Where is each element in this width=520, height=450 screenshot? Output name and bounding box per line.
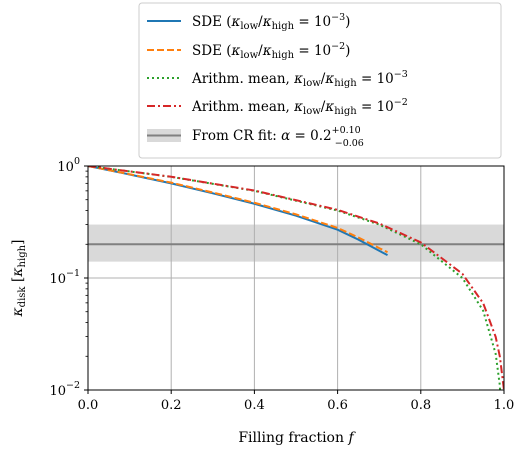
y-tick-label: 100	[57, 156, 80, 175]
legend-frame	[138, 2, 502, 159]
legend: SDE (κlow/κhigh = 10−3) SDE (κlow/κhigh …	[138, 2, 502, 159]
tick-layer: 0.0 0.2 0.4 0.6 0.8 1.0 10−2 10−1 100	[49, 156, 514, 413]
series-line-2	[88, 166, 388, 254]
legend-label-sde-2: SDE (κlow/κhigh = 10−2)	[192, 41, 350, 61]
series-layer	[88, 166, 504, 390]
x-tick-label: 0.6	[327, 398, 348, 413]
x-tick-label: 0.4	[244, 398, 265, 413]
reference-band-layer	[88, 224, 504, 262]
series-line-4	[88, 166, 504, 390]
legend-label-mean-3: Arithm. mean, κlow/κhigh = 10−3	[191, 69, 408, 89]
legend-label-sde-3: SDE (κlow/κhigh = 10−3)	[192, 12, 350, 32]
x-tick-label: 0.8	[410, 398, 431, 413]
x-tick-label: 1.0	[494, 398, 515, 413]
y-tick-label: 10−1	[49, 268, 80, 287]
x-axis-label: Filling fraction f	[238, 430, 356, 446]
y-tick-label: 10−2	[49, 380, 80, 399]
x-tick-label: 0.0	[78, 398, 99, 413]
legend-label-mean-2: Arithm. mean, κlow/κhigh = 10−2	[191, 97, 408, 117]
cr-fit-band	[88, 224, 504, 262]
x-tick-label: 0.2	[161, 398, 182, 413]
y-axis-label: κdisk [κhigh]	[10, 239, 28, 317]
